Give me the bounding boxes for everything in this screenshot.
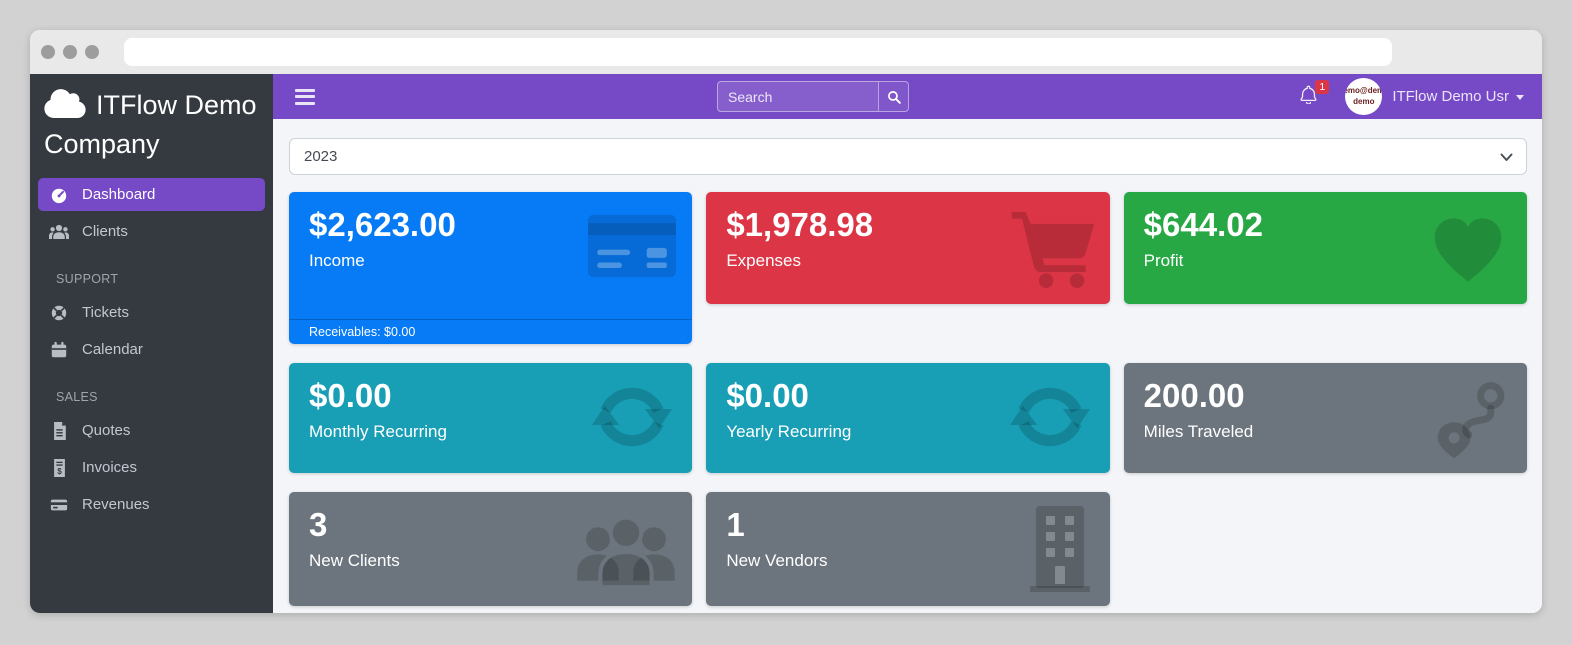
- card-value: 1: [726, 506, 745, 543]
- cloud-icon: [44, 89, 86, 118]
- sidebar-item-label: Clients: [82, 223, 128, 240]
- credit-card-icon: [588, 214, 677, 278]
- heart-icon: [1434, 218, 1502, 282]
- search-button[interactable]: [878, 81, 909, 112]
- users-icon: [48, 223, 70, 240]
- navbar-right: 1 demo@demo demo ITFlow Demo Usr: [1300, 78, 1542, 115]
- sidebar-item-label: Calendar: [82, 341, 143, 358]
- sidebar-item-label: Quotes: [82, 422, 131, 439]
- expenses-card[interactable]: $1,978.98 Expenses: [706, 192, 1110, 304]
- card-label: Income: [309, 250, 365, 270]
- card-label: Expenses: [726, 250, 801, 270]
- sidebar-item-label: Dashboard: [82, 186, 156, 203]
- card-label: New Clients: [309, 550, 400, 570]
- sidebar-item-label: Invoices: [82, 459, 138, 476]
- route-icon: [1437, 382, 1505, 459]
- main-area: 1 demo@demo demo ITFlow Demo Usr 2023: [273, 74, 1542, 613]
- file-lines-icon: [48, 421, 70, 440]
- avatar[interactable]: demo@demo demo: [1345, 78, 1383, 115]
- sidebar-item-tickets[interactable]: Tickets: [38, 296, 265, 329]
- search-icon: [887, 90, 901, 104]
- window-controls: [41, 45, 99, 59]
- building-icon: [1029, 506, 1090, 592]
- search-group: [717, 81, 909, 112]
- sidebar-item-label: Revenues: [82, 496, 150, 513]
- card-label: Yearly Recurring: [726, 421, 852, 441]
- monthly-recurring-card[interactable]: $0.00 Monthly Recurring: [289, 363, 693, 473]
- sidebar-item-revenues[interactable]: Revenues: [38, 488, 265, 521]
- user-name: ITFlow Demo Usr: [1392, 88, 1509, 105]
- year-select[interactable]: 2023: [289, 138, 1527, 175]
- page-content: 2023 $2,623.00 Income Receivables: $0.00…: [273, 119, 1542, 613]
- sidebar: ITFlow Demo Company Dashboard Clients SU…: [30, 74, 273, 613]
- new-clients-card[interactable]: 3 New Clients: [289, 492, 693, 606]
- card-label: New Vendors: [726, 550, 828, 570]
- url-bar[interactable]: [124, 38, 1392, 66]
- sidebar-item-label: Tickets: [82, 304, 129, 321]
- avatar-text: demo: [1353, 96, 1375, 106]
- sync-icon: [592, 387, 673, 447]
- users-group-icon: [577, 515, 676, 590]
- sync-icon: [1009, 387, 1090, 447]
- shopping-cart-icon: [1011, 211, 1094, 288]
- credit-card-icon: [48, 496, 70, 514]
- card-footer: Receivables: $0.00: [289, 319, 693, 344]
- notifications-button[interactable]: 1: [1300, 79, 1330, 109]
- card-value: $2,623.00: [309, 206, 456, 243]
- card-label: Monthly Recurring: [309, 421, 447, 441]
- card-value: $0.00: [309, 377, 392, 414]
- brand[interactable]: ITFlow Demo Company: [30, 74, 273, 170]
- sidebar-item-calendar[interactable]: Calendar: [38, 333, 265, 366]
- browser-chrome: [30, 30, 1542, 74]
- sidebar-item-quotes[interactable]: Quotes: [38, 414, 265, 447]
- user-menu-button[interactable]: ITFlow Demo Usr: [1392, 88, 1524, 105]
- card-value: $1,978.98: [726, 206, 874, 243]
- file-invoice-dollar-icon: $: [48, 458, 70, 477]
- top-navbar: 1 demo@demo demo ITFlow Demo Usr: [273, 74, 1542, 119]
- sidebar-heading-sales: SALES: [56, 390, 98, 404]
- sidebar-nav: Dashboard Clients SUPPORT Tickets: [30, 178, 273, 521]
- browser-window: ITFlow Demo Company Dashboard Clients SU…: [30, 30, 1542, 613]
- brand-label: ITFlow Demo Company: [44, 90, 257, 159]
- svg-text:$: $: [57, 466, 62, 475]
- sidebar-heading-support: SUPPORT: [56, 272, 119, 286]
- sidebar-item-dashboard[interactable]: Dashboard: [38, 178, 265, 211]
- sidebar-toggle-button[interactable]: [295, 88, 315, 105]
- card-value: $0.00: [726, 377, 809, 414]
- year-select-value: 2023: [304, 148, 338, 165]
- sidebar-item-invoices[interactable]: $ Invoices: [38, 451, 265, 484]
- cards-grid: $2,623.00 Income Receivables: $0.00 $1,9…: [289, 192, 1527, 606]
- miles-traveled-card[interactable]: 200.00 Miles Traveled: [1123, 363, 1527, 473]
- calendar-icon: [48, 341, 70, 359]
- life-ring-icon: [48, 304, 70, 322]
- chevron-down-icon: [1516, 95, 1524, 100]
- notification-badge: 1: [1315, 79, 1330, 94]
- card-value: 3: [309, 506, 328, 543]
- income-card[interactable]: $2,623.00 Income Receivables: $0.00: [289, 192, 693, 344]
- profit-card[interactable]: $644.02 Profit: [1123, 192, 1527, 304]
- window-control-button[interactable]: [85, 45, 99, 59]
- sidebar-item-clients[interactable]: Clients: [38, 215, 265, 248]
- card-label: Miles Traveled: [1143, 421, 1254, 441]
- tachometer-icon: [48, 186, 70, 204]
- avatar-text: demo@demo: [1345, 85, 1383, 95]
- search-input[interactable]: [717, 81, 878, 112]
- yearly-recurring-card[interactable]: $0.00 Yearly Recurring: [706, 363, 1110, 473]
- card-label: Profit: [1143, 250, 1184, 270]
- window-control-button[interactable]: [63, 45, 77, 59]
- card-value: $644.02: [1143, 206, 1263, 243]
- new-vendors-card[interactable]: 1 New Vendors: [706, 492, 1110, 606]
- card-value: 200.00: [1143, 377, 1245, 414]
- chevron-down-icon: [1500, 153, 1513, 161]
- window-control-button[interactable]: [41, 45, 55, 59]
- app-shell: ITFlow Demo Company Dashboard Clients SU…: [30, 74, 1542, 613]
